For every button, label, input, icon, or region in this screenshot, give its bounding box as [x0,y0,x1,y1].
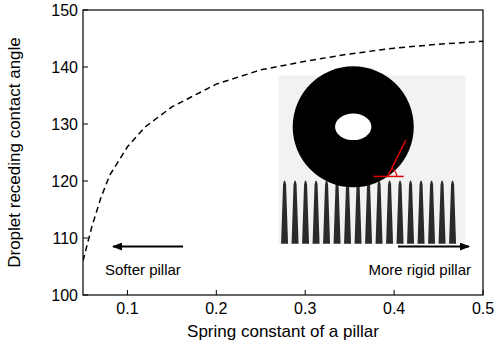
x-tick-label: 0.2 [205,300,227,317]
y-tick [83,67,88,68]
curve [83,41,483,260]
y-tick-label: 120 [51,173,78,190]
x-tick [127,290,128,295]
x-tick-label: 0.5 [472,300,494,317]
x-tick-label: 0.1 [116,300,138,317]
frame [83,10,483,295]
y-tick-label: 140 [51,59,78,76]
x-tick [483,290,484,295]
y-tick-label: 110 [52,230,78,247]
plot-area [83,41,483,260]
x-tick [394,290,395,295]
x-tick [305,290,306,295]
x-tick [216,290,217,295]
y-tick [83,238,88,239]
y-axis-title: Droplet receding contact angle [5,37,24,268]
x-tick-label: 0.4 [383,300,405,317]
annotation-arrow [113,246,183,248]
y-tick [83,295,88,296]
y-tick [83,10,88,11]
x-tick-label: 0.3 [294,300,316,317]
annotation-arrow [398,246,469,248]
y-tick-label: 150 [51,2,78,19]
annotation: Softer pillar [105,261,181,278]
x-axis-title: Spring constant of a pillar [187,322,379,341]
chart: 0.1 0.2 0.3 0.4 0.5 100 110 120 130 140 150 Spring … [0,0,498,357]
y-tick-label: 100 [51,287,78,304]
inset-photo [279,66,466,243]
y-tick [83,181,88,182]
annotation: More rigid pillar [368,261,471,278]
y-tick-label: 130 [51,116,78,133]
y-tick [83,124,88,125]
